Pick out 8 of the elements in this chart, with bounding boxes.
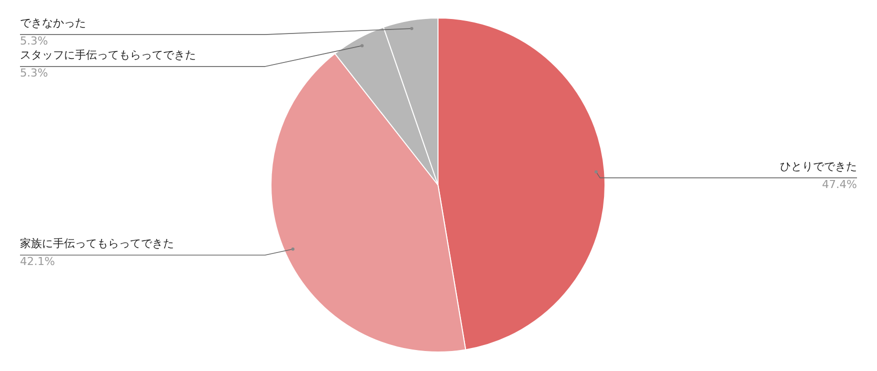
slice-label: 家族に手伝ってもらってできた (20, 237, 174, 250)
slice-label: ひとりでできた (780, 160, 857, 173)
data-label: 5.3% (20, 66, 48, 80)
data-label: 5.3% (20, 34, 48, 48)
slice-label: スタッフに手伝ってもらってできた (20, 48, 196, 62)
data-label: 42.1% (20, 255, 55, 268)
slice-label: できなかった (20, 16, 86, 30)
data-label: 47.4% (822, 178, 857, 191)
